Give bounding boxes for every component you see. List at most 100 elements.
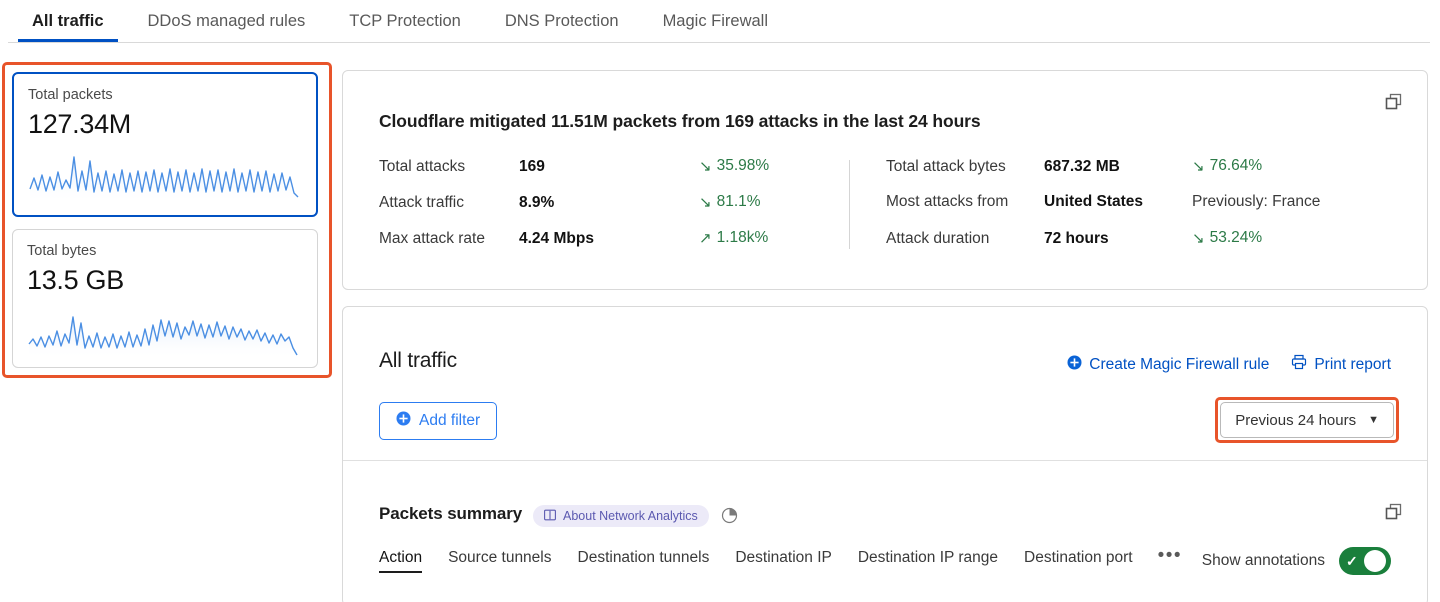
stat-value: 169 xyxy=(519,157,545,175)
link-label: Print report xyxy=(1314,355,1391,373)
pie-chart-icon[interactable] xyxy=(721,507,738,529)
time-range-value: Previous 24 hours xyxy=(1235,411,1357,429)
show-annotations-label: Show annotations xyxy=(1201,552,1325,569)
stat-delta-value: 76.64% xyxy=(1209,157,1263,174)
attack-summary-panel: Cloudflare mitigated 11.51M packets from… xyxy=(342,70,1428,290)
panel-section-divider xyxy=(343,460,1427,461)
more-subtabs-icon[interactable]: ••• xyxy=(1157,545,1183,566)
metric-card-value: 13.5 GB xyxy=(27,265,124,295)
stat-delta-value: 81.1% xyxy=(716,193,761,210)
bytes-sparkline xyxy=(28,316,298,359)
subtab-label: Destination port xyxy=(1024,549,1133,566)
stats-divider xyxy=(849,160,850,249)
tab-label: TCP Protection xyxy=(349,11,461,30)
time-range-highlight-box: Previous 24 hours ▼ xyxy=(1215,397,1399,443)
subtab-destination-ip[interactable]: Destination IP xyxy=(722,549,845,573)
subtab-destination-port[interactable]: Destination port xyxy=(1011,549,1146,573)
stat-value: 8.9% xyxy=(519,193,555,211)
badge-label: About Network Analytics xyxy=(563,509,698,523)
primary-tabbar: All traffic DDoS managed rules TCP Prote… xyxy=(0,0,1440,43)
stat-delta: ↗ 1.18k% xyxy=(699,229,768,247)
metric-card-value: 127.34M xyxy=(28,109,131,139)
arrow-up-icon: ↗ xyxy=(699,229,712,247)
subtab-destination-ip-range[interactable]: Destination IP range xyxy=(845,549,1011,573)
stat-label: Total attacks xyxy=(379,157,466,175)
stat-value: United States xyxy=(1044,193,1144,210)
create-magic-firewall-rule-link[interactable]: Create Magic Firewall rule xyxy=(1067,355,1269,375)
book-icon xyxy=(544,509,556,524)
stat-delta-value: 35.98% xyxy=(716,157,770,174)
stat-row-total-attack-bytes: Total attack bytes 687.32 MB ↘ 76.64% xyxy=(886,157,1350,183)
subtab-label: Source tunnels xyxy=(448,549,552,566)
about-network-analytics-badge[interactable]: About Network Analytics xyxy=(533,505,709,527)
expand-panel-icon[interactable] xyxy=(1385,93,1403,116)
packets-summary-title: Packets summary xyxy=(379,504,523,523)
add-filter-label: Add filter xyxy=(419,412,481,429)
summary-headline: Cloudflare mitigated 11.51M packets from… xyxy=(379,111,981,131)
subtab-label: Action xyxy=(379,549,423,566)
add-filter-button[interactable]: Add filter xyxy=(379,402,498,440)
stat-value: 72 hours xyxy=(1044,229,1109,247)
subtab-source-tunnels[interactable]: Source tunnels xyxy=(435,549,564,573)
arrow-down-icon: ↘ xyxy=(1192,157,1205,175)
stat-row-max-attack-rate: Max attack rate 4.24 Mbps ↗ 1.18k% xyxy=(379,229,849,255)
stat-label: Total attack bytes xyxy=(886,157,1006,175)
metric-card-label: Total packets xyxy=(28,87,113,103)
tab-label: Magic Firewall xyxy=(662,11,768,30)
stat-delta-value: Previously: France xyxy=(1192,193,1321,210)
packets-summary-subtabs: Action Source tunnels Destination tunnel… xyxy=(379,545,1192,573)
stat-row-total-attacks: Total attacks 169 ↘ 35.98% xyxy=(379,157,849,183)
stat-delta: ↘ 35.98% xyxy=(699,157,769,175)
stat-delta-value: 1.18k% xyxy=(716,229,769,246)
stat-delta: ↘ 76.64% xyxy=(1192,157,1262,175)
tab-ddos-managed-rules[interactable]: DDoS managed rules xyxy=(126,0,328,42)
traffic-panel-actions: Create Magic Firewall rule Print report xyxy=(1067,354,1391,375)
tab-label: DDoS managed rules xyxy=(147,11,306,30)
check-icon: ✓ xyxy=(1346,552,1358,569)
metric-card-label: Total bytes xyxy=(27,243,97,259)
stat-value: 687.32 MB xyxy=(1044,157,1120,175)
show-annotations-toggle[interactable]: ✓ xyxy=(1339,547,1391,575)
arrow-down-icon: ↘ xyxy=(699,193,712,211)
stat-delta: ↘ 81.1% xyxy=(699,193,761,211)
subtab-destination-tunnels[interactable]: Destination tunnels xyxy=(565,549,723,573)
tab-dns-protection[interactable]: DNS Protection xyxy=(483,0,641,42)
time-range-dropdown[interactable]: Previous 24 hours ▼ xyxy=(1220,402,1394,438)
stat-row-most-attacks-from: Most attacks from United States Previous… xyxy=(886,193,1350,219)
show-annotations-control: Show annotations ✓ xyxy=(1202,547,1391,575)
chevron-down-icon: ▼ xyxy=(1368,414,1379,426)
stat-row-attack-traffic: Attack traffic 8.9% ↘ 81.1% xyxy=(379,193,849,219)
all-traffic-panel: All traffic Create Magic Firewall rule P… xyxy=(342,306,1428,602)
tab-label: DNS Protection xyxy=(504,11,619,30)
tab-label: All traffic xyxy=(32,11,104,30)
stat-label: Most attacks from xyxy=(886,193,1009,210)
stat-delta: ↘ 53.24% xyxy=(1192,229,1262,247)
stat-label: Max attack rate xyxy=(379,229,485,247)
printer-icon xyxy=(1291,354,1307,375)
stat-delta: Previously: France xyxy=(1192,193,1320,211)
attack-stats-grid: Total attacks 169 ↘ 35.98% Attack traffic… xyxy=(379,157,1350,255)
tab-magic-firewall[interactable]: Magic Firewall xyxy=(641,0,790,42)
metric-card-total-bytes[interactable]: Total bytes 13.5 GB xyxy=(12,229,318,368)
filter-row: Add filter xyxy=(379,402,498,440)
stat-row-attack-duration: Attack duration 72 hours ↘ 53.24% xyxy=(886,229,1350,255)
stat-delta-value: 53.24% xyxy=(1209,229,1263,246)
link-label: Create Magic Firewall rule xyxy=(1089,355,1270,373)
toggle-knob xyxy=(1364,550,1386,572)
subtab-label: Destination tunnels xyxy=(577,549,710,566)
stats-column-right: Total attack bytes 687.32 MB ↘ 76.64% Mos… xyxy=(850,157,1350,255)
stats-column-left: Total attacks 169 ↘ 35.98% Attack traffic… xyxy=(379,157,849,255)
expand-packets-summary-icon[interactable] xyxy=(1385,503,1403,526)
arrow-down-icon: ↘ xyxy=(1192,229,1205,247)
subtab-label: Destination IP range xyxy=(857,549,999,566)
panel-title: All traffic xyxy=(379,349,457,372)
subtab-label: Destination IP xyxy=(735,549,832,566)
tab-all-traffic[interactable]: All traffic xyxy=(10,0,126,42)
subtab-action[interactable]: Action xyxy=(379,549,435,573)
plus-circle-icon xyxy=(1067,355,1082,375)
metric-card-total-packets[interactable]: Total packets 127.34M xyxy=(12,72,318,217)
tab-tcp-protection[interactable]: TCP Protection xyxy=(327,0,483,42)
print-report-link[interactable]: Print report xyxy=(1291,354,1391,375)
plus-circle-icon xyxy=(396,411,411,431)
